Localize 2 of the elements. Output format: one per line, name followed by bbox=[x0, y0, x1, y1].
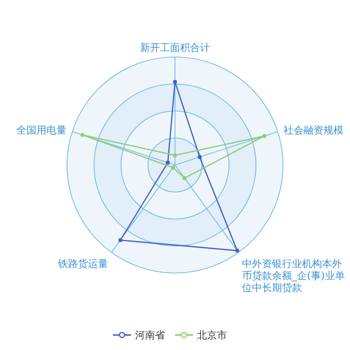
legend-label: 河南省 bbox=[135, 330, 165, 342]
legend-label: 北京市 bbox=[197, 330, 227, 342]
